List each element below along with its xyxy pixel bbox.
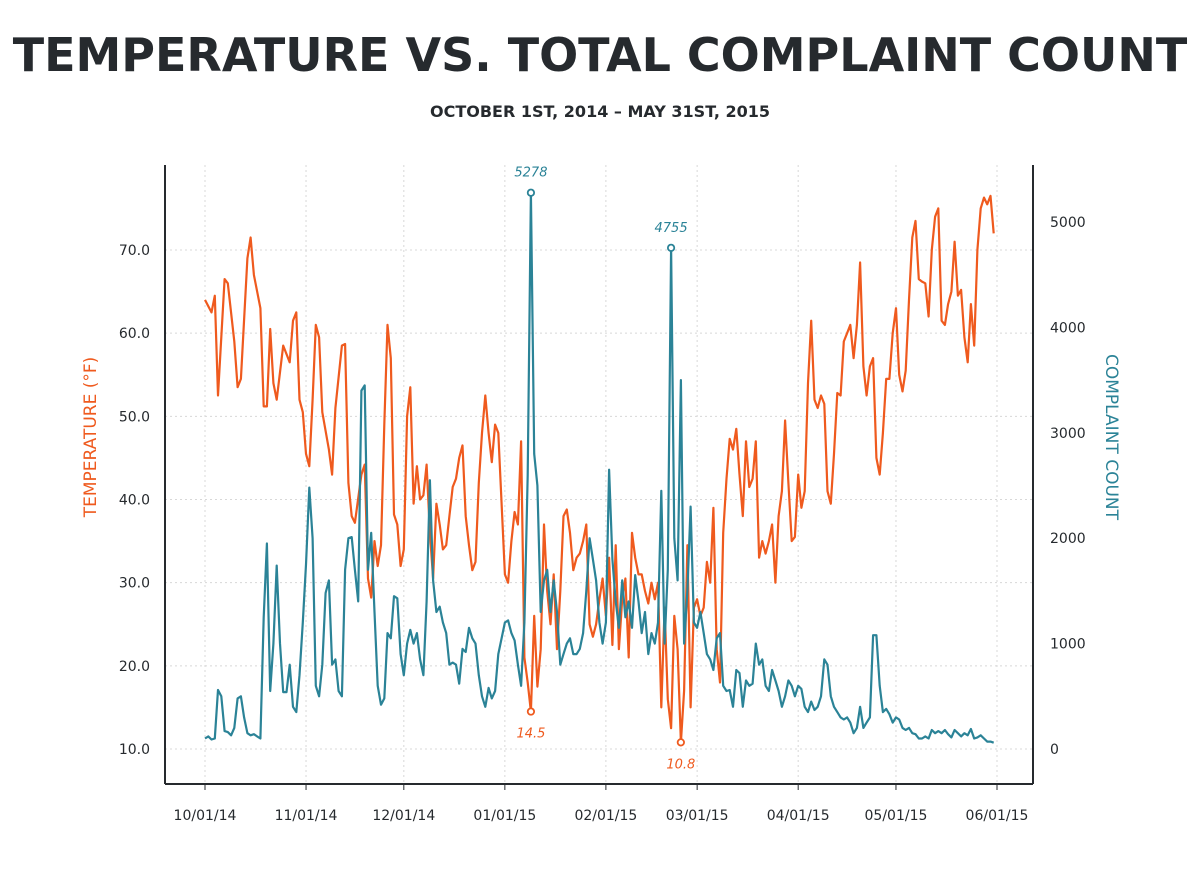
y-right-tick-label: 5000 [1050,215,1086,231]
complaints-peak-marker [666,243,676,252]
temperature-peak-label: 10.8 [666,757,695,772]
y-axis-left-title: TEMPERATURE (°F) [81,357,101,519]
y-left-tick-label: 60.0 [119,326,150,342]
y-left-tick-label: 50.0 [119,409,150,425]
chart-title: TEMPERATURE VS. TOTAL COMPLAINT COUNT [12,28,1188,82]
y-left-tick-label: 40.0 [119,493,150,509]
complaints-peak-label: 4755 [655,221,688,236]
complaints-line [204,191,995,744]
y-left-tick-label: 20.0 [119,659,150,675]
y-right-tick-label: 0 [1050,742,1059,758]
x-tick-label: 10/01/14 [174,808,237,824]
complaints-peak-marker [526,188,536,197]
y-left-tick-label: 30.0 [119,576,150,592]
x-tick-label: 02/01/15 [574,808,637,824]
axes: 10/01/14 11/01/14 12/01/14 01/01/15 02/01/15… [119,165,1086,824]
temperature-peak-marker [526,707,536,716]
y-left-tick-label: 70.0 [119,243,150,259]
y-right-tick-label: 1000 [1050,637,1086,653]
temperature-peak-label: 14.5 [516,727,545,742]
grid-lines [165,165,1033,784]
x-tick-label: 11/01/14 [275,808,338,824]
temperature-peak-marker [676,738,685,747]
temperature-line [204,194,995,744]
x-tick-label: 06/01/15 [966,808,1029,824]
chart-subtitle: OCTOBER 1ST, 2014 – MAY 31ST, 2015 [429,102,770,121]
y-left-tick-label: 10.0 [119,742,150,758]
x-tick-label: 12/01/14 [372,808,435,824]
peak-markers: 5278 4755 14.5 10.8 [514,166,695,773]
x-tick-label: 01/01/15 [473,808,536,824]
y-right-tick-label: 3000 [1050,426,1086,442]
y-axis-right-title: COMPLAINT COUNT [1101,354,1121,521]
y-right-tick-label: 4000 [1050,320,1086,336]
series-lines [204,191,995,744]
complaints-peak-label: 5278 [514,166,547,181]
x-tick-label: 04/01/15 [767,808,830,824]
x-tick-label: 05/01/15 [865,808,928,824]
x-tick-label: 03/01/15 [666,808,729,824]
y-right-tick-label: 2000 [1050,531,1086,547]
